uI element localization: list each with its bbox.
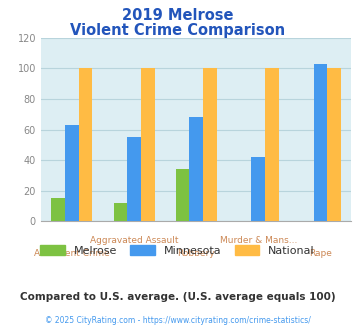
Text: © 2025 CityRating.com - https://www.cityrating.com/crime-statistics/: © 2025 CityRating.com - https://www.city… <box>45 316 310 325</box>
Text: 2019 Melrose: 2019 Melrose <box>122 8 233 23</box>
Bar <box>127 137 141 221</box>
Bar <box>65 125 79 221</box>
Bar <box>51 198 65 221</box>
Bar <box>141 69 154 221</box>
Bar <box>327 69 341 221</box>
Bar <box>251 157 265 221</box>
Text: Robbery: Robbery <box>178 249 215 258</box>
Text: All Violent Crime: All Violent Crime <box>34 249 110 258</box>
Text: Violent Crime Comparison: Violent Crime Comparison <box>70 23 285 38</box>
Bar <box>189 117 203 221</box>
Text: Aggravated Assault: Aggravated Assault <box>90 236 178 245</box>
Bar <box>79 69 92 221</box>
Bar <box>176 169 189 221</box>
Bar <box>114 203 127 221</box>
Bar <box>203 69 217 221</box>
Text: Compared to U.S. average. (U.S. average equals 100): Compared to U.S. average. (U.S. average … <box>20 292 335 302</box>
Bar <box>265 69 279 221</box>
Bar <box>313 64 327 221</box>
Text: Murder & Mans...: Murder & Mans... <box>220 236 297 245</box>
Legend: Melrose, Minnesota, National: Melrose, Minnesota, National <box>36 240 319 260</box>
Text: Rape: Rape <box>309 249 332 258</box>
